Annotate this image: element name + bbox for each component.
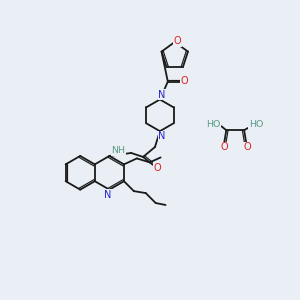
Text: NH: NH <box>111 146 125 155</box>
Text: O: O <box>220 142 228 152</box>
Text: N: N <box>104 190 111 200</box>
Text: O: O <box>181 76 188 85</box>
Text: HO: HO <box>249 120 263 129</box>
Text: HO: HO <box>206 120 220 129</box>
Text: O: O <box>153 163 161 173</box>
Text: O: O <box>174 36 182 46</box>
Text: O: O <box>243 142 251 152</box>
Text: N: N <box>158 89 166 100</box>
Text: N: N <box>158 131 166 141</box>
